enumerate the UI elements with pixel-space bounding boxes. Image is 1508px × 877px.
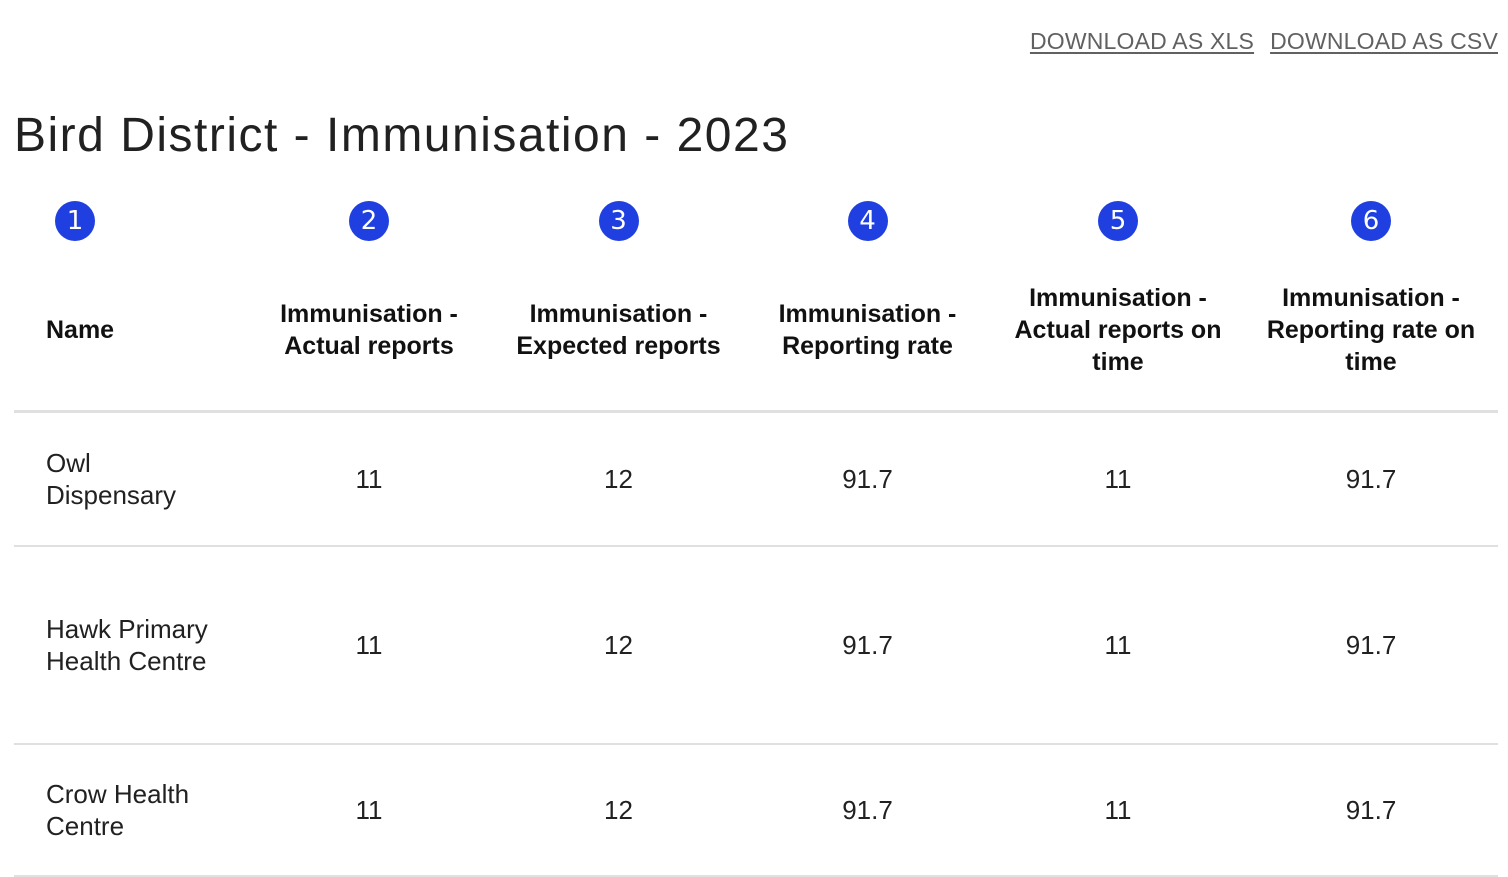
header-row: Name Immunisation - Actual reports Immun… bbox=[14, 250, 1498, 413]
table-cell: 11 bbox=[992, 411, 1244, 547]
download-csv-link[interactable]: DOWNLOAD AS CSV bbox=[1270, 28, 1498, 54]
badge-cell: 4 bbox=[743, 192, 992, 250]
table-cell: 11 bbox=[244, 744, 494, 877]
column-header-expected-reports[interactable]: Immunisation - Expected reports bbox=[494, 250, 743, 413]
column-number-badge: 6 bbox=[1351, 201, 1391, 241]
column-number-row: 1 2 3 4 5 6 bbox=[14, 192, 1498, 250]
column-number-badge: 5 bbox=[1098, 201, 1138, 241]
badge-cell: 3 bbox=[494, 192, 743, 250]
org-unit-name: Hawk Primary Health Centre bbox=[14, 546, 244, 745]
column-number-badge: 1 bbox=[55, 201, 95, 241]
column-number-badge: 3 bbox=[598, 201, 639, 241]
table-cell: 12 bbox=[494, 546, 743, 745]
badge-cell: 2 bbox=[244, 192, 494, 250]
table-row: Owl Dispensary 11 12 91.7 11 91.7 bbox=[14, 411, 1498, 547]
table-cell: 11 bbox=[992, 744, 1244, 877]
badge-cell: 5 bbox=[992, 192, 1244, 250]
table-cell: 91.7 bbox=[1244, 411, 1498, 547]
table-cell: 91.7 bbox=[1244, 744, 1498, 877]
table-cell: 11 bbox=[244, 546, 494, 745]
report-table: 1 2 3 4 5 6 Name Immunisation - Actual r… bbox=[14, 192, 1498, 877]
table-row: Crow Health Centre 11 12 91.7 11 91.7 bbox=[14, 744, 1498, 877]
column-header-name[interactable]: Name bbox=[14, 250, 244, 413]
org-unit-name: Owl Dispensary bbox=[14, 411, 244, 547]
org-unit-name: Crow Health Centre bbox=[14, 744, 244, 877]
column-header-reporting-rate-on-time[interactable]: Immunisation - Reporting rate on time bbox=[1244, 250, 1498, 413]
column-header-actual-reports[interactable]: Immunisation - Actual reports bbox=[244, 250, 494, 413]
table-cell: 91.7 bbox=[743, 546, 992, 745]
table-cell: 91.7 bbox=[743, 744, 992, 877]
table-cell: 11 bbox=[992, 546, 1244, 745]
column-number-badge: 4 bbox=[847, 201, 888, 241]
table-cell: 91.7 bbox=[743, 411, 992, 547]
table-cell: 12 bbox=[494, 744, 743, 877]
download-links: DOWNLOAD AS XLS DOWNLOAD AS CSV bbox=[1030, 28, 1498, 55]
report-title: Bird District - Immunisation - 2023 bbox=[14, 109, 790, 162]
table-row: Hawk Primary Health Centre 11 12 91.7 11… bbox=[14, 546, 1498, 745]
column-number-badge: 2 bbox=[349, 201, 389, 241]
column-header-actual-reports-on-time[interactable]: Immunisation - Actual reports on time bbox=[992, 250, 1244, 413]
badge-cell: 6 bbox=[1244, 192, 1498, 250]
column-header-reporting-rate[interactable]: Immunisation - Reporting rate bbox=[743, 250, 992, 413]
download-xls-link[interactable]: DOWNLOAD AS XLS bbox=[1029, 28, 1255, 54]
table-cell: 91.7 bbox=[1244, 546, 1498, 745]
table-cell: 11 bbox=[244, 411, 494, 547]
badge-cell: 1 bbox=[14, 192, 244, 250]
table-cell: 12 bbox=[494, 411, 743, 547]
